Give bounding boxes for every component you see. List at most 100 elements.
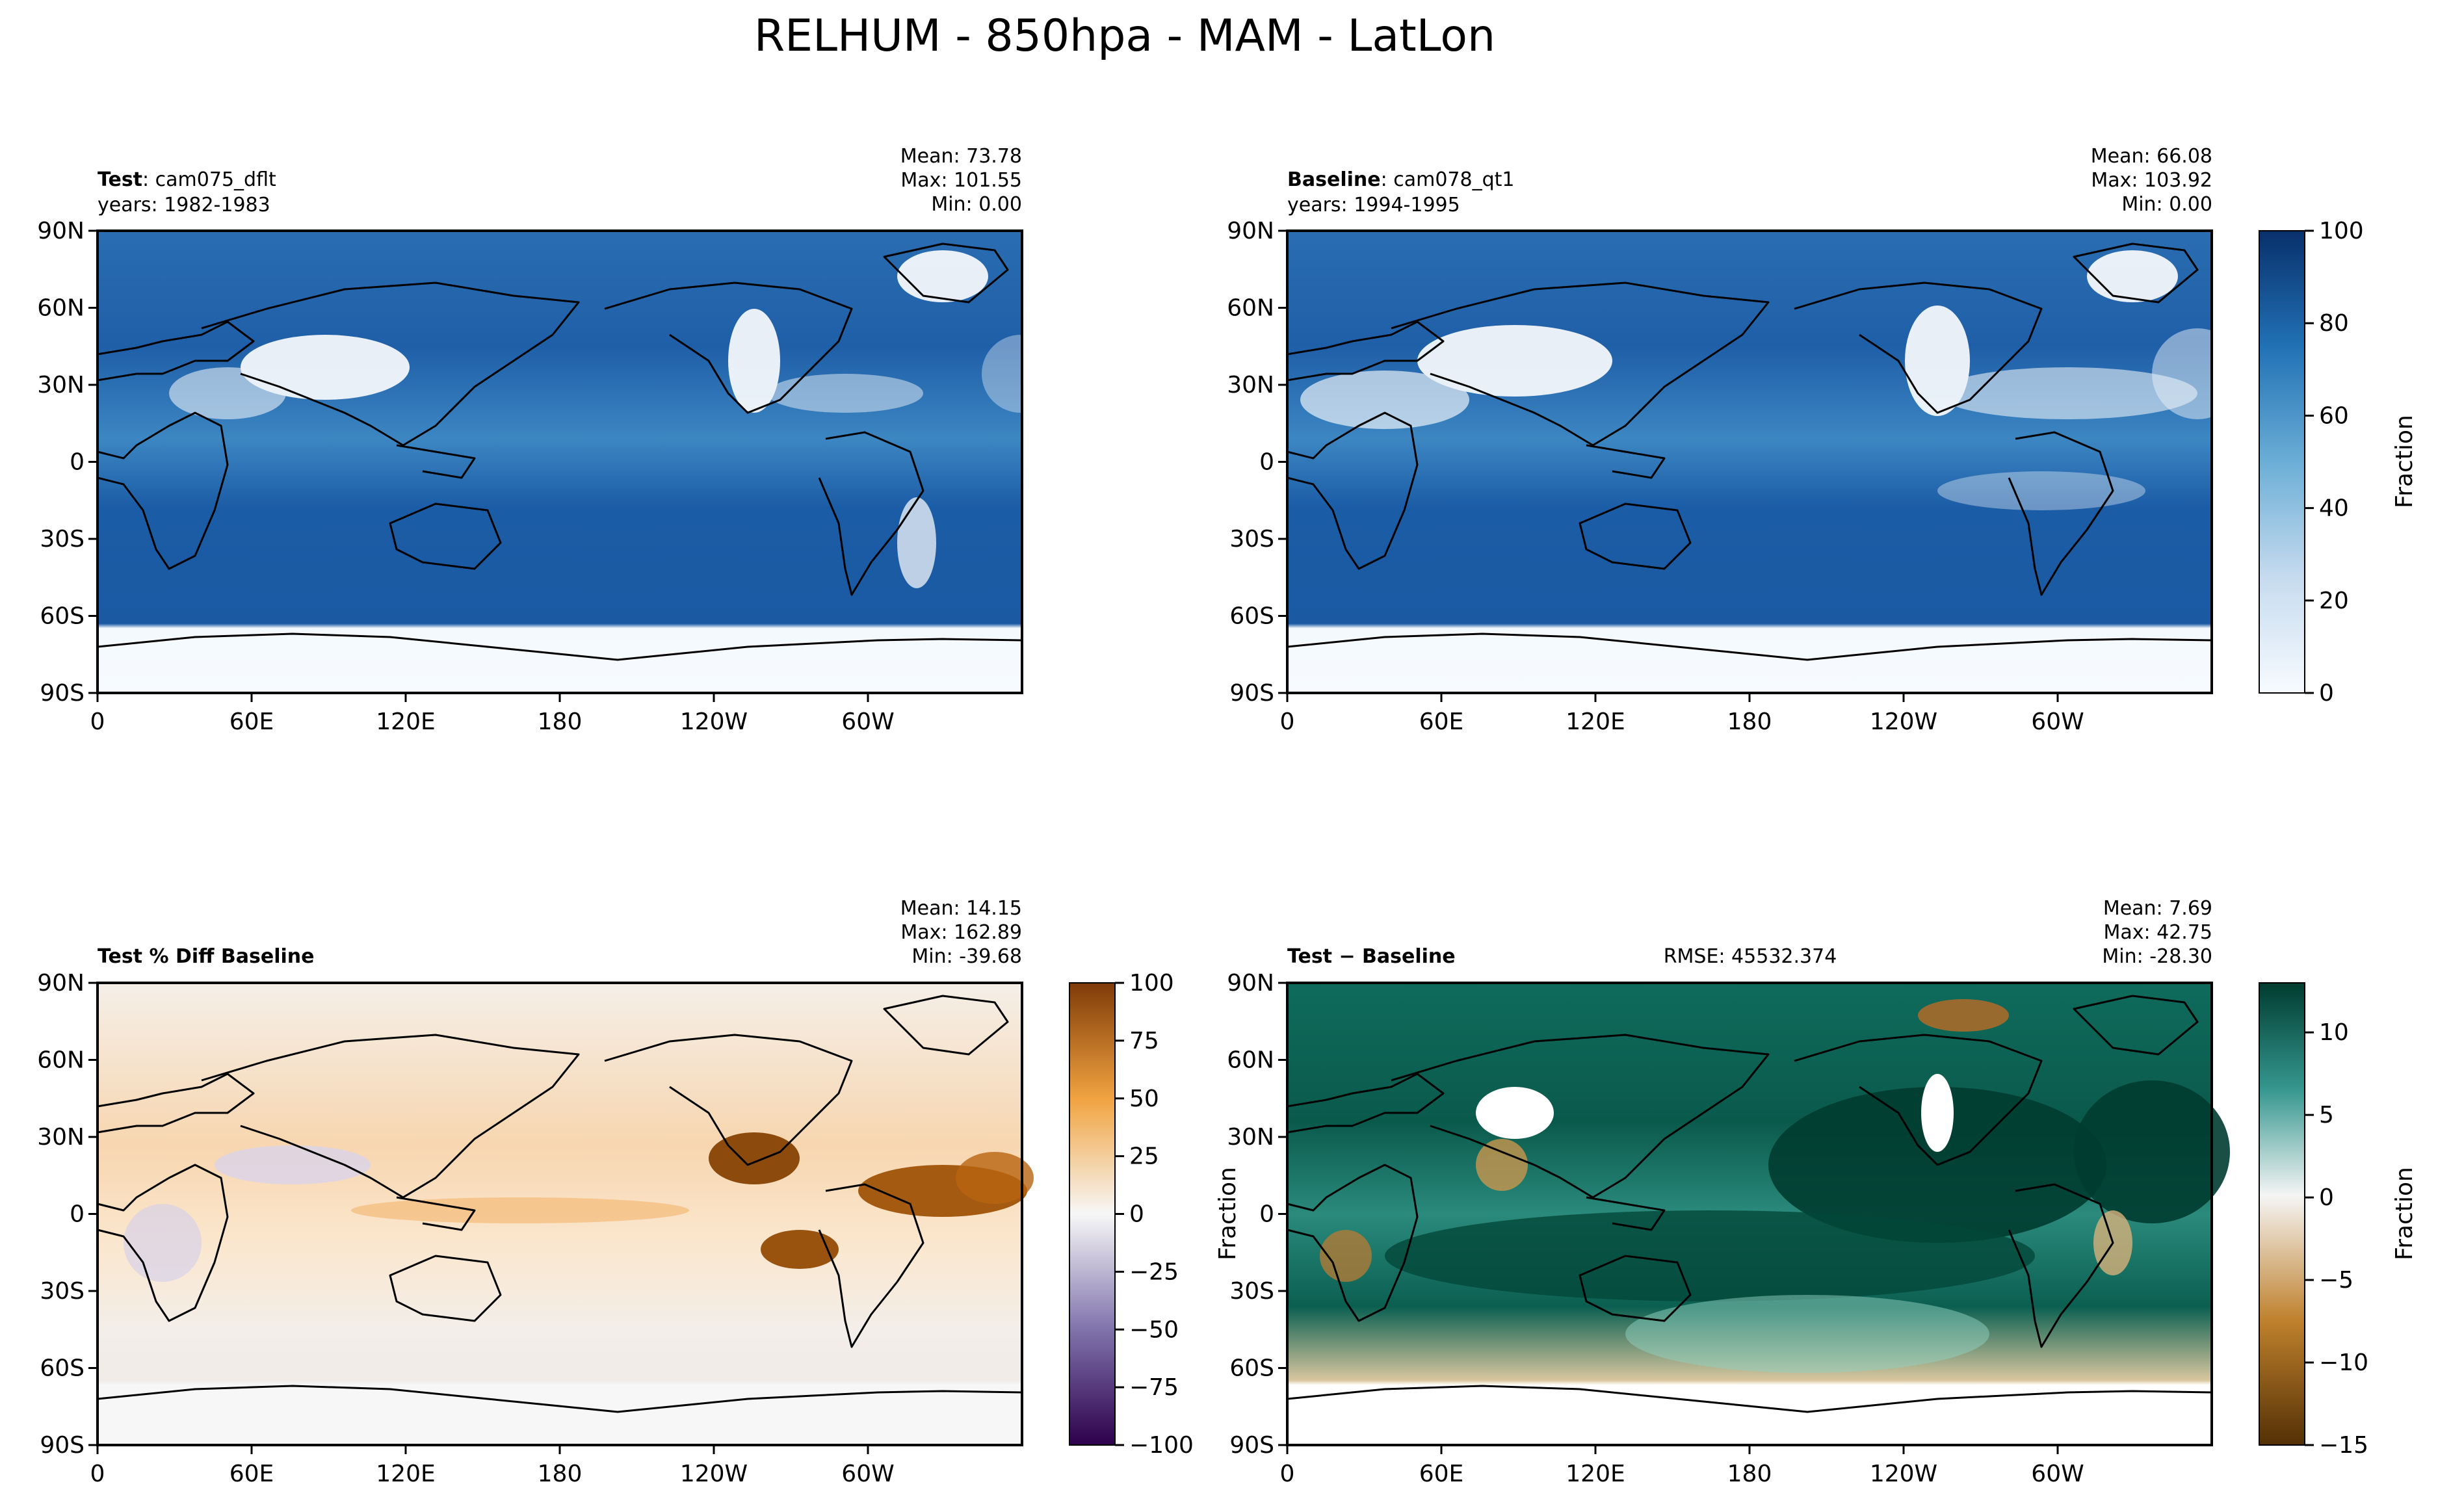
- coastline: [396, 444, 476, 479]
- colorbar-tick-label: 25: [1129, 1143, 1159, 1170]
- colorbar-tick-label: 80: [2319, 310, 2349, 337]
- panel-pct-diff-max: Max: 162.89: [900, 921, 1022, 944]
- colorbar-tick-label: 40: [2319, 495, 2349, 522]
- colorbar-tick-label: −10: [2319, 1349, 2368, 1376]
- panel-test-max: Max: 101.55: [900, 169, 1022, 192]
- panel-pct-diff-label: Test % Diff Baseline: [98, 945, 315, 968]
- panel-test-years: years: 1982-1983: [98, 194, 270, 216]
- panel-pct-diff-yticks: 90N 60N 30N 0 30S 60S 90S: [37, 970, 98, 1459]
- ytick-label: 90N: [37, 970, 85, 997]
- panel-diff-ylabel: Fraction: [1214, 1167, 1241, 1260]
- xtick-label: 180: [538, 709, 583, 735]
- ytick-label: 60N: [37, 295, 85, 322]
- xtick-label: 180: [1727, 1461, 1772, 1487]
- colorbar-tick-label: 75: [1129, 1028, 1159, 1054]
- panel-diff-min: Min: -28.30: [2102, 945, 2212, 968]
- coastline: [1586, 444, 1666, 479]
- panel-baseline-max: Max: 103.92: [2091, 169, 2212, 192]
- coastline: [818, 431, 924, 596]
- ytick-label: 60S: [1229, 603, 1274, 630]
- ytick-label: 90S: [40, 680, 85, 707]
- coastline: [1287, 632, 2212, 661]
- panel-baseline-label-rest: : cam078_qt1: [1381, 168, 1515, 191]
- xtick-label: 60W: [841, 1461, 894, 1487]
- xtick-label: 60W: [841, 709, 894, 735]
- panel-diff-rmse: RMSE: 45532.374: [1664, 945, 1837, 968]
- coastline: [389, 502, 502, 570]
- panel-test-label-bold: Test: [98, 168, 142, 191]
- coastline: [2073, 995, 2199, 1056]
- ytick-label: 90N: [37, 218, 85, 244]
- xtick-label: 120W: [1870, 1461, 1937, 1487]
- panel-pct-diff-mean: Mean: 14.15: [900, 897, 1022, 920]
- colorbar-blues-label: Fraction: [2391, 415, 2418, 508]
- ytick-label: 30S: [1229, 526, 1274, 553]
- ytick-label: 0: [1259, 449, 1274, 476]
- panel-diff-anomalies: [1320, 999, 2230, 1373]
- ytick-label: 30N: [37, 372, 85, 398]
- panel-test-min: Min: 0.00: [931, 193, 1022, 216]
- xtick-label: 60E: [229, 1461, 274, 1487]
- xtick-label: 180: [1727, 709, 1772, 735]
- ytick-label: 90S: [1229, 1432, 1274, 1459]
- xtick-label: 120E: [1566, 709, 1625, 735]
- colorbar-tick-label: −50: [1129, 1316, 1179, 1343]
- colorbar-blues-ticks: 0 20 40 60 80 100: [2305, 218, 2364, 707]
- coastline: [1579, 502, 1692, 570]
- xtick-label: 60E: [1419, 709, 1464, 735]
- coastline: [2008, 431, 2114, 596]
- colorbar-tick-label: −15: [2319, 1432, 2368, 1459]
- coastline: [1579, 1255, 1692, 1322]
- colorbar-tick-label: 50: [1129, 1086, 1159, 1112]
- coastline: [389, 1255, 502, 1322]
- ytick-label: 60S: [1229, 1355, 1274, 1382]
- panel-baseline-xticks: 0 60E 120E 180 120W 60W: [1280, 693, 2084, 735]
- panel-baseline-label-bold: Baseline: [1287, 168, 1381, 191]
- panel-test-yticks: 90N 60N 30N 0 30S 60S 90S: [37, 218, 98, 707]
- panel-baseline: Baseline: cam078_qt1 years: 1994-1995 Me…: [1227, 145, 2418, 735]
- xtick-label: 120W: [680, 1461, 748, 1487]
- coastline: [818, 1183, 924, 1348]
- xtick-label: 60E: [229, 709, 274, 735]
- colorbar-blues: 0 20 40 60 80 100 Fraction: [2259, 218, 2418, 707]
- xtick-label: 120E: [376, 709, 435, 735]
- coastline: [97, 320, 255, 382]
- xtick-label: 180: [538, 1461, 583, 1487]
- panel-pct-diff-xticks: 0 60E 120E 180 120W 60W: [90, 1445, 895, 1487]
- coastline: [97, 411, 229, 570]
- ytick-label: 60N: [1227, 1047, 1274, 1074]
- colorbar-tick-label: −25: [1129, 1258, 1179, 1285]
- panel-diff-max: Max: 42.75: [2103, 921, 2212, 944]
- colorbar-tick-label: −5: [2319, 1267, 2353, 1294]
- ytick-label: 30S: [40, 1278, 85, 1305]
- panel-test-mean: Mean: 73.78: [900, 145, 1022, 168]
- ytick-label: 90N: [1227, 218, 1274, 244]
- ytick-label: 30N: [1227, 1124, 1274, 1151]
- panel-diff-mean: Mean: 7.69: [2103, 897, 2212, 920]
- colorbar-puor-ticks: 100 75 50 25 0 −25 −50 −75 −100: [1115, 970, 1194, 1459]
- colorbar-puor: 100 75 50 25 0 −25 −50 −75 −100: [1069, 970, 1194, 1459]
- colorbar-tick-label: 60: [2319, 402, 2349, 429]
- panel-baseline-field: [1287, 231, 2212, 693]
- panel-diff-label: Test − Baseline: [1287, 945, 1456, 968]
- ytick-label: 0: [70, 449, 85, 476]
- xtick-label: 120W: [1870, 709, 1937, 735]
- panel-pct-diff-coastlines: [97, 995, 1023, 1413]
- coastline: [2008, 1183, 2114, 1348]
- panel-pct-diff: Test % Diff Baseline Mean: 14.15 Max: 16…: [37, 897, 1194, 1487]
- coastline: [2073, 242, 2199, 304]
- coastline: [1794, 281, 2043, 414]
- xtick-label: 60W: [2031, 1461, 2084, 1487]
- panel-baseline-coastlines: [1287, 242, 2212, 661]
- panel-baseline-years: years: 1994-1995: [1287, 194, 1460, 216]
- panel-test-label-rest: : cam075_dflt: [142, 168, 276, 191]
- xtick-label: 120W: [680, 709, 748, 735]
- coastline: [97, 1164, 229, 1322]
- coastline: [1287, 320, 1445, 382]
- coastline: [201, 1034, 580, 1199]
- panel-diff-map: [1287, 983, 2230, 1445]
- xtick-label: 60E: [1419, 1461, 1464, 1487]
- colorbar-tick-label: −75: [1129, 1374, 1179, 1401]
- ytick-label: 30S: [40, 526, 85, 553]
- colorbar-tick-label: 0: [2319, 680, 2334, 707]
